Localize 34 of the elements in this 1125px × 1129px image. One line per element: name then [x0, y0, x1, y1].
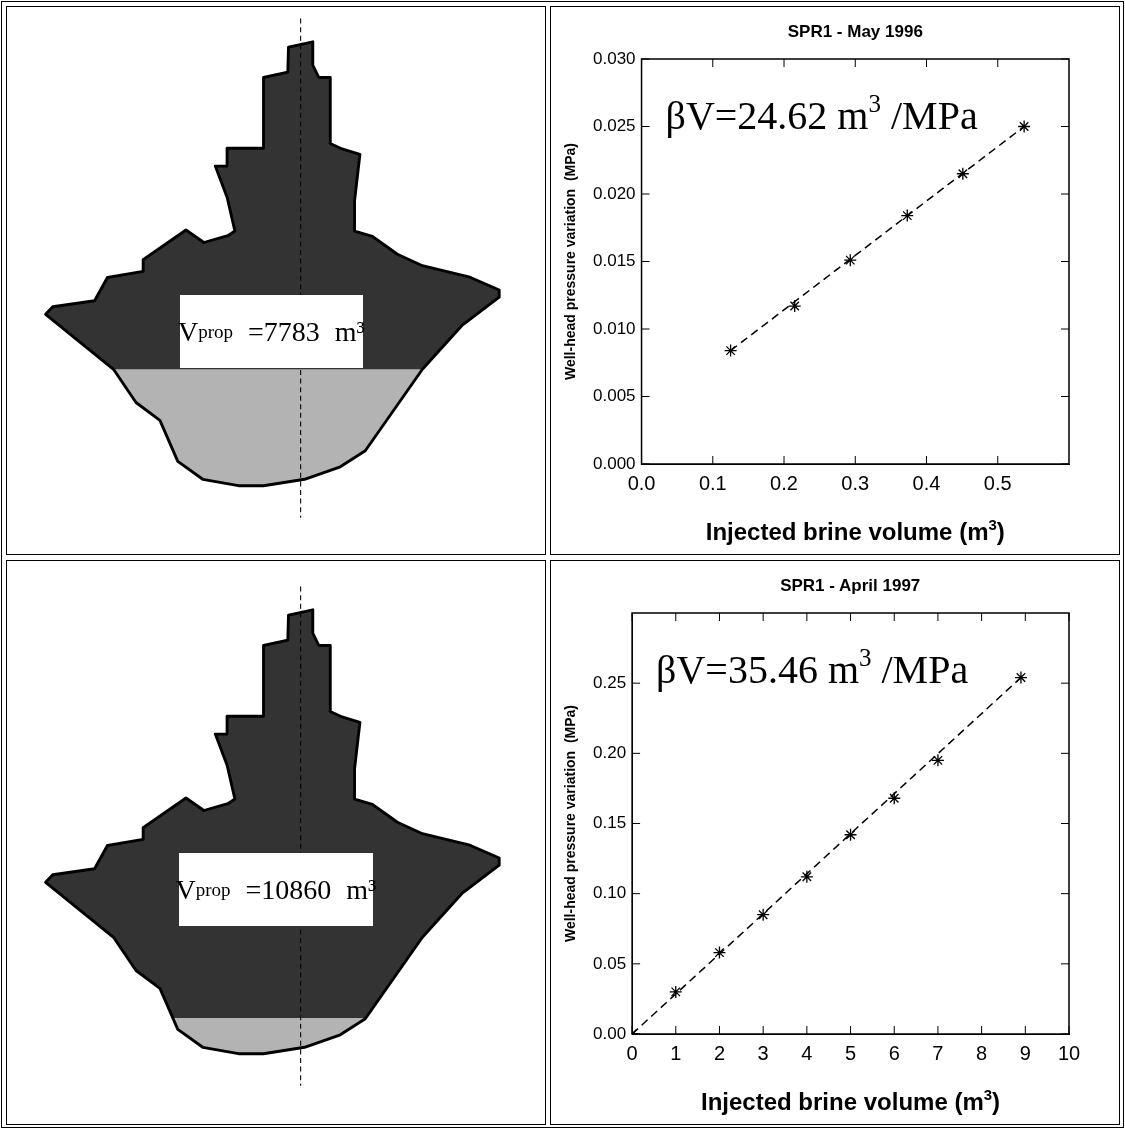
y-tick-label: 0.005: [592, 386, 636, 406]
y-tick-label: 0.000: [592, 453, 636, 473]
x-tick-label: 0.5: [983, 471, 1012, 494]
y-tick-label: 0.015: [592, 251, 636, 271]
x-tick-label: 7: [932, 1041, 944, 1064]
y-tick-label: 0.020: [592, 183, 636, 203]
x-tick-label: 0.1: [698, 471, 727, 494]
y-tick-label: 0.010: [592, 318, 636, 338]
y-tick-label: 0.20: [592, 743, 627, 763]
x-tick-label: 0.0: [627, 471, 656, 494]
x-tick-label: 0.4: [912, 471, 941, 494]
y-tick-label: 0.15: [592, 813, 627, 833]
y-axis-title: Well-head pressure variation (MPa): [562, 704, 578, 943]
x-tick-label: 0.2: [770, 471, 798, 494]
x-tick-label: 9: [1019, 1041, 1031, 1064]
x-tick-label: 3: [757, 1041, 769, 1064]
x-tick-label: 10: [1057, 1041, 1081, 1064]
y-tick-label: 0.10: [592, 883, 627, 903]
y-tick-label: 0.030: [592, 48, 636, 68]
y-tick-label: 0.025: [592, 116, 636, 136]
x-tick-label: 8: [976, 1041, 988, 1064]
x-tick-label: 2: [713, 1041, 726, 1064]
y-tick-label: 0.25: [592, 672, 627, 692]
chart-title: SPR1 - April 1997: [780, 576, 921, 595]
y-tick-label: 0.00: [592, 1023, 627, 1043]
x-tick-label: 5: [844, 1041, 857, 1064]
chart-title: SPR1 - May 1996: [787, 22, 923, 41]
x-tick-label: 1: [670, 1041, 682, 1064]
x-tick-label: 0.3: [841, 471, 870, 494]
y-tick-label: 0.05: [592, 953, 627, 973]
y-axis-title: Well-head pressure variation (MPa): [562, 142, 578, 381]
x-tick-label: 0: [626, 1041, 638, 1064]
x-tick-label: 6: [888, 1041, 900, 1064]
x-tick-label: 4: [801, 1041, 813, 1064]
